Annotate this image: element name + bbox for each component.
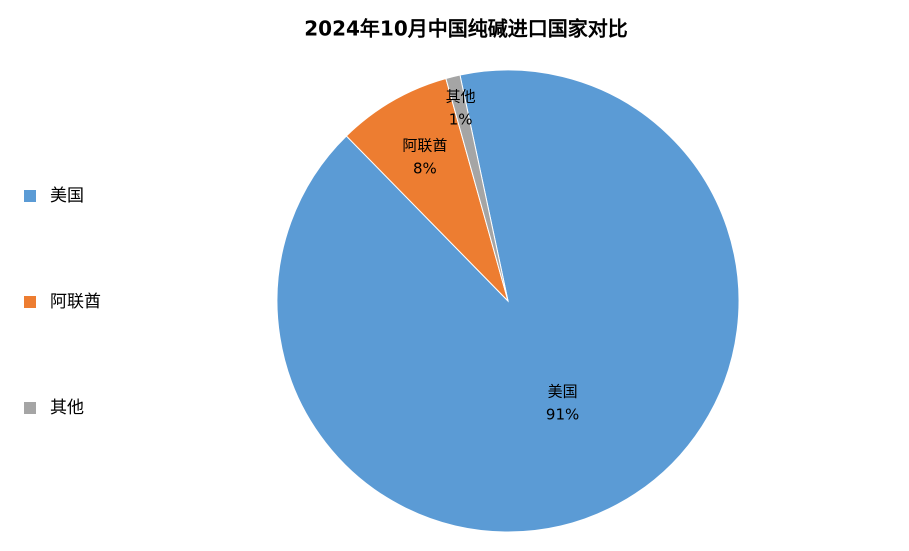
legend-label: 阿联酋: [50, 292, 101, 312]
legend-swatch: [24, 402, 36, 414]
chart-title: 2024年10月中国纯碱进口国家对比: [304, 17, 628, 41]
legend-label: 其他: [50, 398, 84, 418]
legend-swatch: [24, 190, 36, 202]
slice-label-name: 美国: [548, 382, 578, 400]
legend-swatch: [24, 296, 36, 308]
pie-slice: [445, 74, 509, 302]
slice-label-name: 其他: [446, 88, 476, 106]
pie-slice: [345, 77, 509, 302]
slice-label-value: 91%: [546, 405, 579, 423]
legend-label: 美国: [50, 186, 84, 206]
slice-label-value: 8%: [413, 159, 437, 177]
slice-label-value: 1%: [449, 111, 473, 129]
slice-label-name: 阿联酋: [402, 136, 447, 154]
